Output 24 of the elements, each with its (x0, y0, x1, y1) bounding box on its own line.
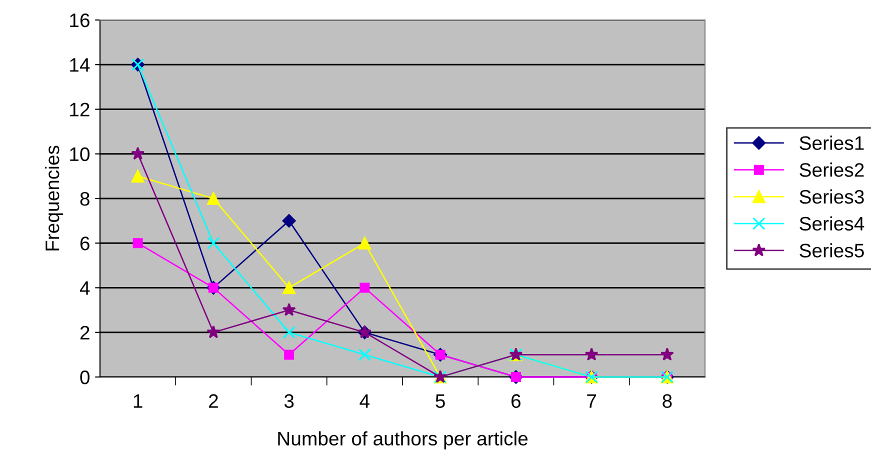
x-tick-label: 1 (134, 394, 142, 408)
y-tick-label: 8 (80, 192, 90, 206)
x-tick-label: 5 (436, 394, 445, 408)
y-tick-label: 4 (80, 281, 90, 295)
x-tick-label: 4 (360, 394, 370, 408)
y-tick-label: 16 (70, 13, 90, 28)
x-tick-label: 6 (512, 394, 520, 408)
legend-label: Series2 (800, 162, 864, 177)
y-axis-title: Frequencies (44, 146, 64, 250)
y-tick-label: 0 (80, 370, 90, 384)
legend-label: Series1 (800, 136, 864, 150)
x-tick-label: 8 (662, 394, 672, 408)
x-tick-label: 3 (284, 394, 294, 408)
y-tick-label: 2 (80, 326, 90, 340)
x-tick-label: 7 (587, 394, 596, 408)
y-tick-label: 6 (80, 236, 90, 250)
y-tick-label: 14 (70, 58, 90, 72)
x-tick-label: 2 (209, 394, 218, 408)
legend-label: Series5 (800, 243, 864, 258)
y-tick-label: 10 (70, 147, 90, 162)
legend-label: Series3 (800, 189, 864, 204)
y-tick-label: 12 (70, 102, 90, 116)
legend-label: Series4 (800, 216, 864, 231)
x-axis-title: Number of authors per article (278, 431, 528, 450)
